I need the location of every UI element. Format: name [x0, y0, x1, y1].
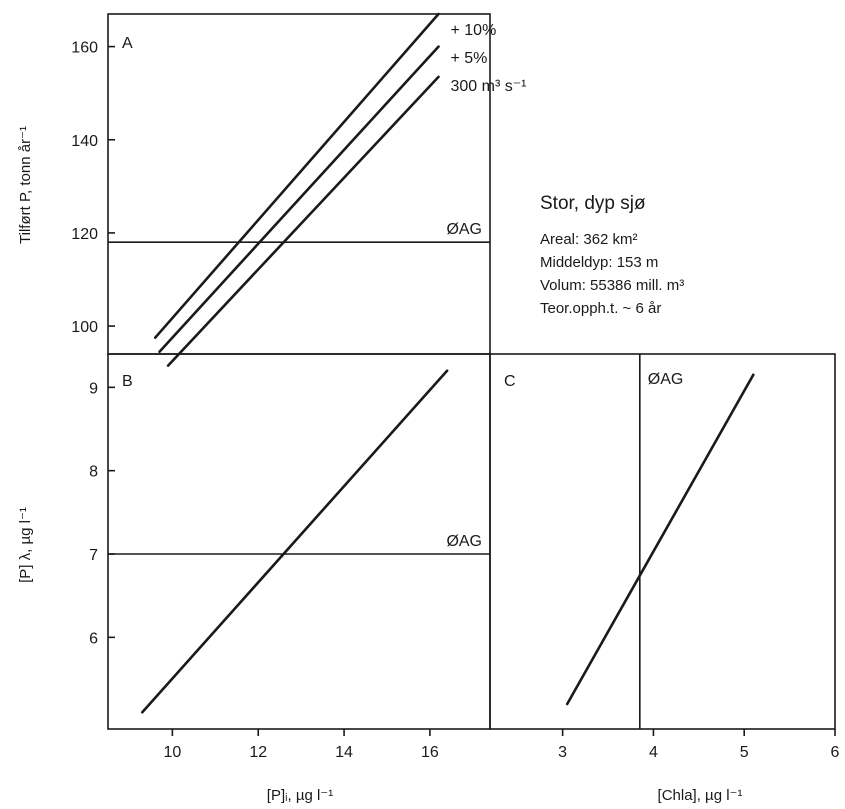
panel-b-reference-label: ØAG: [446, 533, 482, 550]
info-line-volume: Volum: 55386 mill. m³: [540, 277, 684, 294]
info-title: Stor, dyp sjø: [540, 193, 646, 214]
panel-b-xtick-label: 16: [421, 744, 439, 761]
panel-a-series-label-1: + 10%: [450, 22, 496, 39]
panel-c-letter: C: [504, 373, 516, 390]
panel-c-xtick-label: 3: [558, 744, 567, 761]
panel-b-ytick-label: 9: [89, 380, 98, 397]
panel-a-ytick-label: 120: [71, 226, 98, 243]
panel-b-ytick-label: 6: [89, 630, 98, 647]
panel-a-series-line-1: [153, 12, 440, 340]
panel-b-xlabel: [P]ᵢ, µg l⁻¹: [267, 787, 333, 804]
panel-b-ylabel: [P] λ, µg l⁻¹: [17, 507, 34, 583]
panel-b-xtick-label: 12: [249, 744, 267, 761]
panel-a-frame: [107, 13, 491, 355]
panel-a-ytick-label: 100: [71, 319, 98, 336]
panel-c-xlabel: [Chla], µg l⁻¹: [658, 787, 743, 804]
panel-c-xtick-label: 4: [649, 744, 658, 761]
info-box: Stor, dyp sjø Areal: 362 km² Middeldyp: …: [540, 193, 684, 317]
panel-a-series-line-2: [158, 45, 440, 354]
panel-b-plot: 6 7 8 9 10 12 14 16 ØAG: [89, 369, 490, 761]
panel-a-series-label-3: 300 m³ s⁻¹: [450, 78, 526, 95]
panel-c-series-line-1: [565, 373, 755, 706]
panel-b-frame: [107, 353, 491, 730]
panel-a-plot: 100 120 140 160 ØAG + 10% + 5% 300 m³ s⁻¹: [71, 12, 527, 367]
panel-b-ytick-label: 7: [89, 547, 98, 564]
panel-b-xtick-label: 14: [335, 744, 353, 761]
info-line-mean-depth: Middeldyp: 153 m: [540, 254, 658, 271]
panel-a-ytick-label: 140: [71, 133, 98, 150]
panel-a-series-label-2: + 5%: [450, 50, 487, 67]
panel-c-xtick-label: 6: [831, 744, 840, 761]
panel-c-xtick-label: 5: [740, 744, 749, 761]
panel-a-ylabel: Tilført P, tonn år⁻¹: [17, 126, 34, 244]
panel-b-ytick-label: 8: [89, 464, 98, 481]
info-line-retention: Teor.opph.t. ~ 6 år: [540, 300, 661, 317]
info-line-area: Areal: 362 km²: [540, 231, 638, 248]
panel-a-reference-label: ØAG: [446, 221, 482, 238]
panel-b-xtick-label: 10: [163, 744, 181, 761]
panel-a-ytick-label: 160: [71, 40, 98, 57]
panel-b-letter: B: [122, 373, 133, 390]
panel-a-series-line-3: [166, 75, 440, 367]
panel-c-frame: [489, 353, 836, 730]
panel-b-series-line-1: [141, 369, 449, 714]
panel-c-plot: 3 4 5 6 ØAG: [558, 354, 840, 761]
panel-c-reference-label: ØAG: [648, 371, 684, 388]
panel-a-letter: A: [122, 35, 133, 52]
